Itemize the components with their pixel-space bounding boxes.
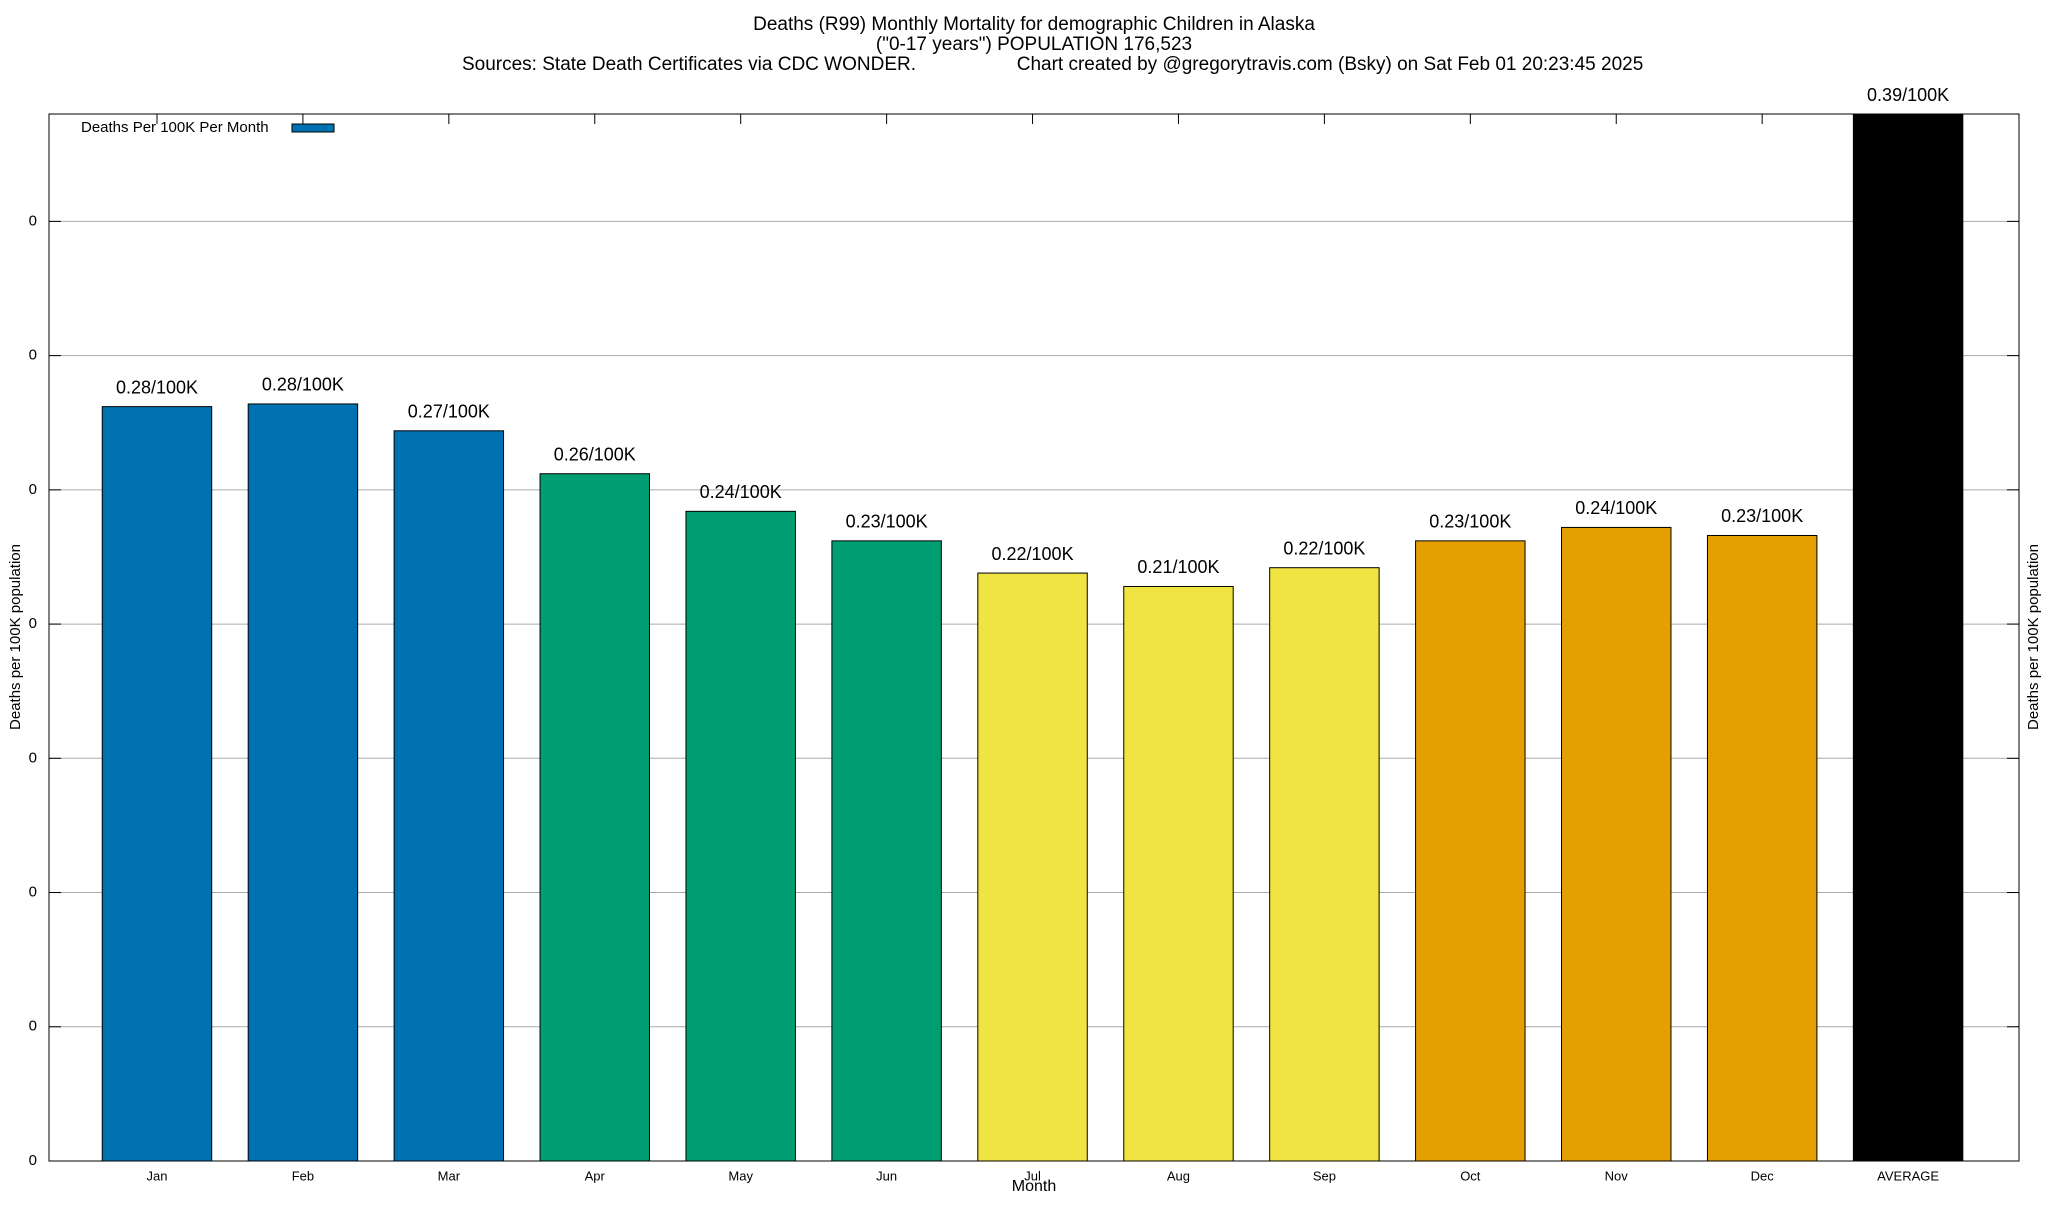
value-label: 0.22/100K (992, 544, 1074, 564)
bar (1123, 585, 1234, 1162)
x-tick-label: Jun (876, 1168, 897, 1183)
x-tick-label: AVERAGE (1877, 1168, 1939, 1183)
source-note: Sources: State Death Certificates via CD… (462, 54, 916, 75)
value-label: 0.39/100K (1867, 85, 1949, 105)
value-label: 0.27/100K (408, 402, 490, 422)
y2-axis-label: Deaths per 100K population (2025, 544, 2042, 730)
bar (1561, 526, 1672, 1162)
x-tick-label: May (728, 1168, 753, 1183)
bar (831, 540, 942, 1162)
bar (685, 510, 796, 1162)
value-label: 0.28/100K (262, 375, 344, 395)
x-tick-label: Sep (1313, 1168, 1336, 1183)
value-label: 0.24/100K (1575, 498, 1657, 518)
y-tick-label: 0 (29, 615, 37, 632)
y-tick-label: 0 (29, 1152, 37, 1169)
y-axis-label: Deaths per 100K population (7, 544, 24, 730)
value-label: 0.23/100K (1721, 506, 1803, 526)
x-tick-label: Aug (1167, 1168, 1190, 1183)
bar (101, 406, 213, 1162)
legend-swatch (291, 123, 335, 133)
y-tick-label: 0 (29, 1018, 37, 1035)
y-tick-label: 0 (29, 212, 37, 229)
chart-title: Deaths (R99) Monthly Mortality for demog… (753, 14, 1315, 35)
bar (1269, 567, 1380, 1162)
value-label: 0.22/100K (1283, 538, 1365, 558)
bar (977, 572, 1088, 1162)
bar (1706, 534, 1818, 1162)
y-tick-label: 0 (29, 347, 37, 364)
x-tick-label: Dec (1751, 1168, 1775, 1183)
x-tick-label: Nov (1605, 1168, 1629, 1183)
x-tick-label: Mar (438, 1168, 461, 1183)
value-label: 0.24/100K (700, 482, 782, 502)
y-tick-label: 0 (29, 749, 37, 766)
y-tick-label: 0 (29, 481, 37, 498)
bar (393, 430, 505, 1162)
y-tick-label: 0 (29, 884, 37, 901)
x-axis-label: Month (1012, 1178, 1056, 1195)
x-tick-label: Apr (585, 1168, 606, 1183)
value-label: 0.21/100K (1137, 557, 1219, 577)
chart-subtitle: ("0-17 years") POPULATION 176,523 (876, 34, 1192, 55)
value-label: 0.26/100K (554, 444, 636, 464)
credit-note: Chart created by @gregorytravis.com (Bsk… (1017, 54, 1644, 75)
x-tick-label: Jan (147, 1168, 168, 1183)
legend-label: Deaths Per 100K Per Month (81, 119, 269, 136)
x-tick-label: Feb (292, 1168, 314, 1183)
bar (1415, 540, 1526, 1162)
value-label: 0.23/100K (1429, 512, 1511, 532)
bar (247, 403, 359, 1162)
x-tick-label: Oct (1460, 1168, 1481, 1183)
value-label: 0.23/100K (846, 512, 928, 532)
x-tick-label: Jul (1024, 1168, 1041, 1183)
value-label: 0.28/100K (116, 377, 198, 397)
bar (539, 473, 650, 1162)
bar (1852, 113, 1964, 1162)
